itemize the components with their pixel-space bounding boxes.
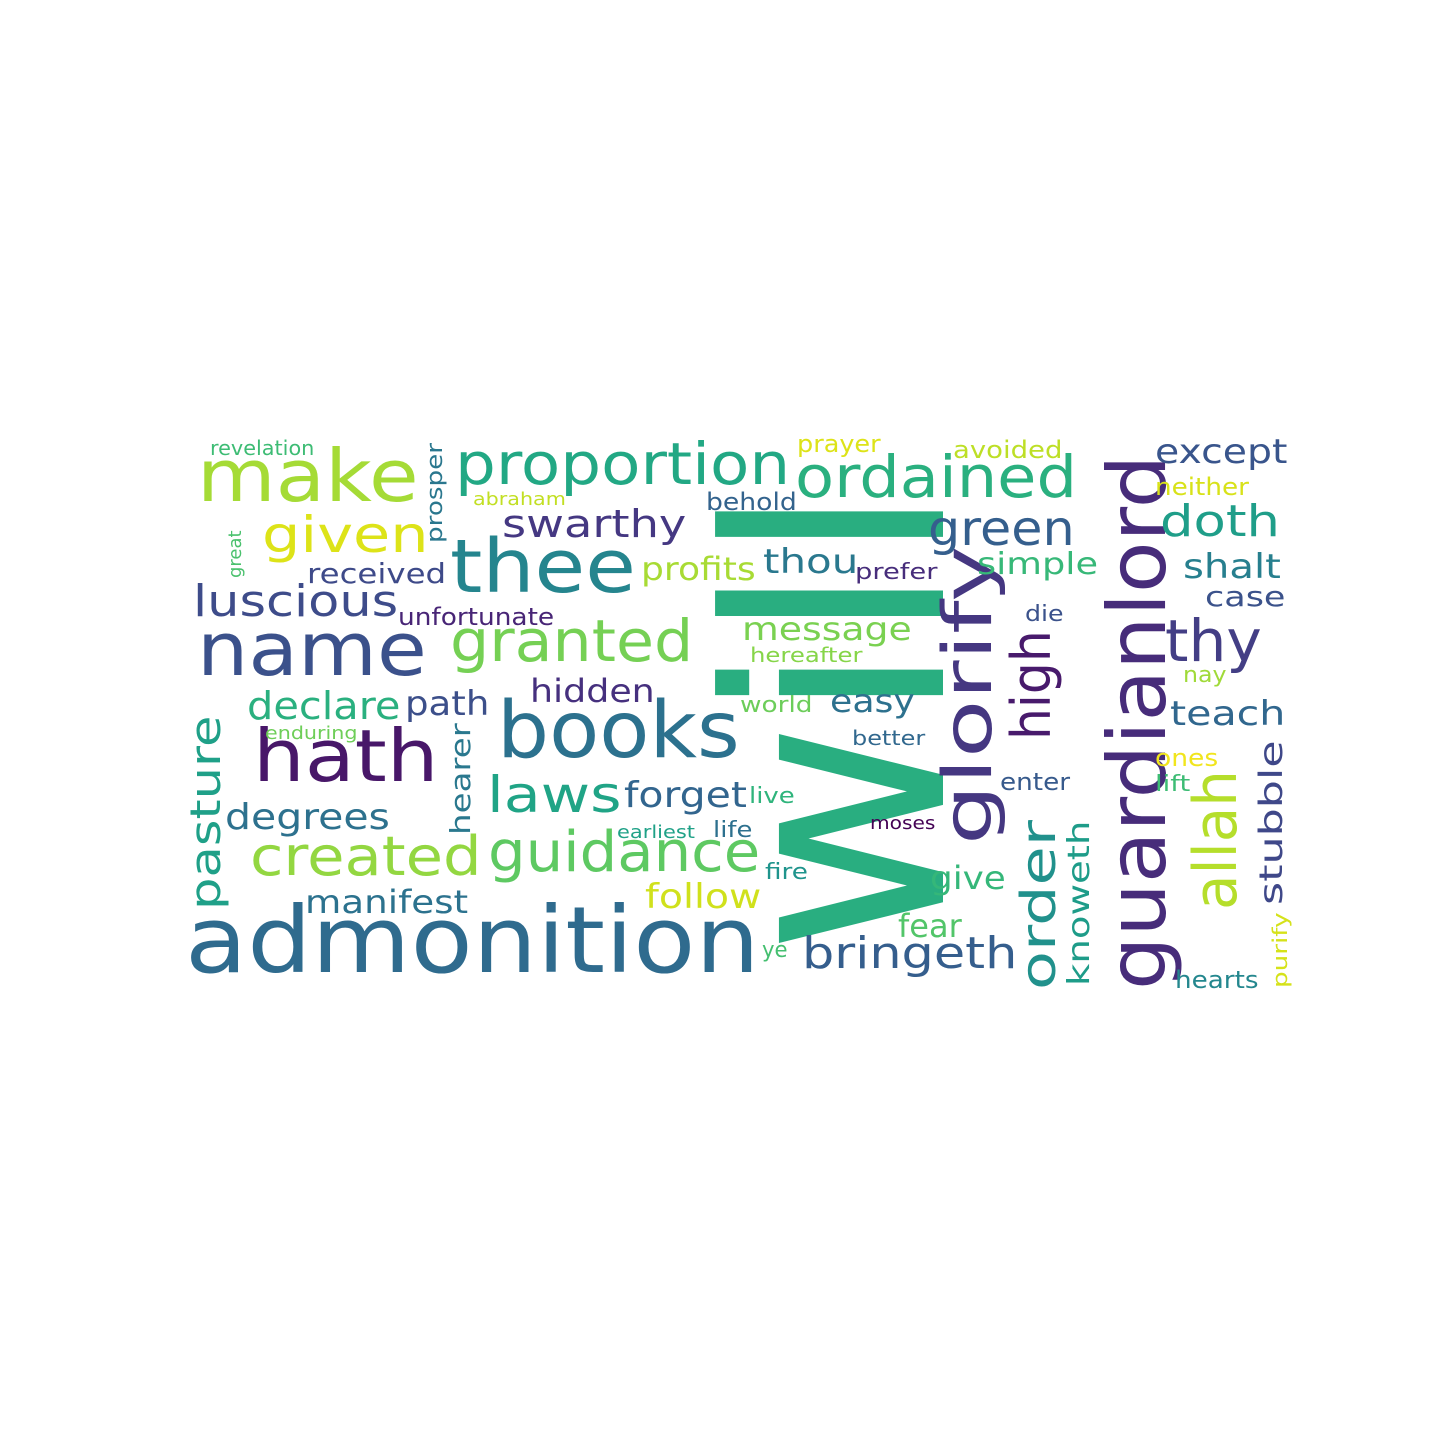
word-forget: forget: [624, 775, 747, 816]
word-ordained: ordained: [795, 443, 1078, 511]
word-hath: hath: [253, 714, 439, 798]
word-allah: allah: [1181, 770, 1251, 910]
word-die: die: [1025, 602, 1064, 627]
word-neither: neither: [1155, 473, 1249, 501]
word-case: case: [1205, 580, 1286, 613]
word-path: path: [405, 684, 490, 724]
word-hearts: hearts: [1175, 966, 1259, 994]
word-thy: thy: [1165, 607, 1262, 675]
word-life: life: [713, 818, 753, 843]
word-proportion: proportion: [455, 430, 791, 498]
word-moses: moses: [870, 813, 936, 834]
word-glorify: glorify: [929, 545, 1008, 845]
word-teach: teach: [1170, 694, 1286, 734]
word-given: given: [262, 506, 429, 564]
word-declare: declare: [247, 684, 401, 728]
word-purify: purify: [1268, 912, 1292, 988]
word-knoweth: knoweth: [1062, 820, 1097, 986]
word-give: give: [930, 859, 1006, 897]
word-guidance: guidance: [488, 820, 761, 885]
word-bringeth: bringeth: [802, 928, 1018, 979]
word-revelation: revelation: [210, 436, 315, 460]
word-message: message: [742, 610, 912, 648]
word-nay: nay: [1183, 663, 1227, 688]
word-simple: simple: [977, 547, 1099, 582]
word-name: name: [197, 607, 427, 693]
word-fear: fear: [898, 907, 962, 945]
word-except: except: [1155, 432, 1288, 472]
word-prayer: prayer: [797, 430, 881, 458]
word-green: green: [928, 501, 1075, 557]
word-lift: lift: [1155, 772, 1191, 797]
word-avoided: avoided: [953, 436, 1063, 464]
word-hidden: hidden: [530, 672, 655, 710]
word-ones: ones: [1155, 744, 1219, 772]
word-hereafter: hereafter: [750, 643, 863, 667]
word-shalt: shalt: [1183, 547, 1281, 587]
word-earliest: earliest: [617, 822, 696, 843]
word-doth: doth: [1160, 496, 1280, 547]
word-behold: behold: [706, 488, 797, 516]
word-stubble: stubble: [1252, 740, 1290, 905]
word-hearer: hearer: [444, 723, 477, 835]
word-admonition: admonition: [185, 887, 760, 994]
word-order: order: [1011, 820, 1067, 990]
word-great: great: [225, 530, 246, 578]
word-degrees: degrees: [225, 797, 390, 838]
word-thou: thou: [763, 542, 859, 582]
word-ye: ye: [762, 938, 788, 963]
word-easy: easy: [830, 682, 915, 720]
word-prefer: prefer: [855, 560, 938, 585]
word-swarthy: swarthy: [502, 502, 687, 546]
word-luscious: luscious: [193, 576, 399, 627]
word-received: received: [307, 557, 447, 590]
word-enduring: enduring: [265, 723, 358, 744]
word-world: world: [740, 693, 813, 718]
word-manifest: manifest: [305, 883, 469, 921]
word-high: high: [1000, 630, 1063, 740]
word-enter: enter: [1000, 768, 1071, 796]
word-granted: granted: [450, 607, 694, 675]
word-prosper: prosper: [423, 443, 448, 543]
word-created: created: [250, 825, 482, 888]
word-fire: fire: [765, 860, 808, 885]
word-abraham: abraham: [473, 489, 566, 510]
word-unfortunate: unfortunate: [398, 603, 555, 631]
word-books: books: [497, 686, 740, 776]
word-better: better: [852, 726, 926, 750]
word-live: live: [749, 784, 795, 809]
word-make: make: [197, 434, 419, 518]
word-profits: profits: [641, 550, 756, 588]
word-pasture: pasture: [181, 715, 230, 910]
word-laws: laws: [487, 766, 622, 824]
word-follow: follow: [645, 877, 762, 917]
word-thee: thee: [450, 524, 636, 610]
